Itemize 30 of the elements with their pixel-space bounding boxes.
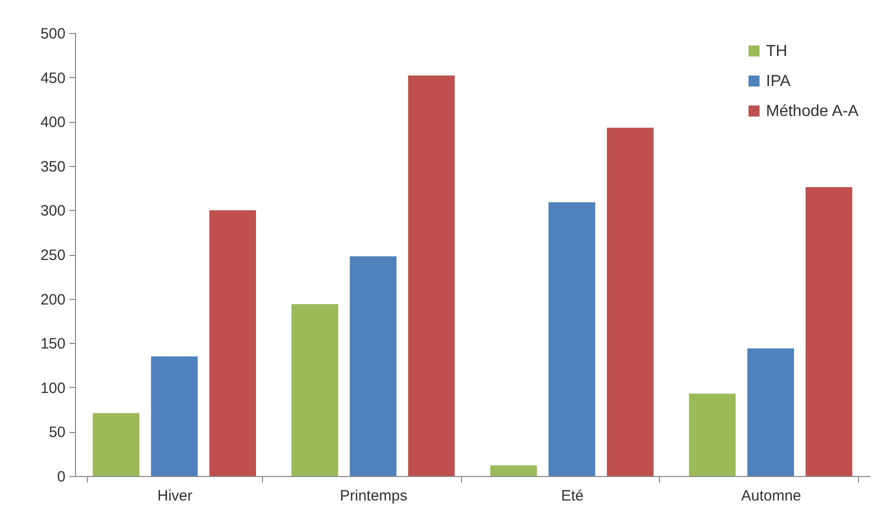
bar	[408, 76, 455, 476]
y-tick-label: 400	[40, 114, 66, 132]
y-tick-label: 50	[48, 424, 66, 442]
legend-label: IPA	[766, 73, 791, 90]
bar	[747, 348, 794, 476]
y-tick-label: 0	[57, 468, 66, 486]
bar	[548, 202, 596, 476]
bar	[209, 210, 256, 476]
y-tick-label: 100	[40, 380, 66, 397]
y-tick-label: 200	[40, 291, 66, 308]
bar	[151, 356, 198, 476]
y-tick-label: 350	[40, 158, 66, 176]
bar	[689, 394, 736, 476]
legend-label: Méthode A-A	[766, 103, 859, 120]
legend-label: TH	[766, 43, 788, 60]
bar	[490, 465, 537, 476]
y-tick-label: 500	[40, 26, 66, 42]
x-tick-label: Eté	[561, 488, 584, 504]
y-tick-label: 450	[40, 70, 66, 87]
y-tick-label: 150	[40, 336, 66, 353]
x-tick-label: Printemps	[340, 488, 408, 504]
bar	[92, 413, 140, 476]
bar	[292, 304, 338, 476]
y-tick-label: 250	[40, 247, 66, 264]
bar	[606, 128, 654, 476]
y-tick-label: 300	[40, 202, 66, 220]
bar	[806, 187, 852, 476]
x-tick-label: Hiver	[157, 488, 192, 504]
x-tick-label: Automne	[741, 488, 802, 504]
bar	[350, 256, 396, 476]
